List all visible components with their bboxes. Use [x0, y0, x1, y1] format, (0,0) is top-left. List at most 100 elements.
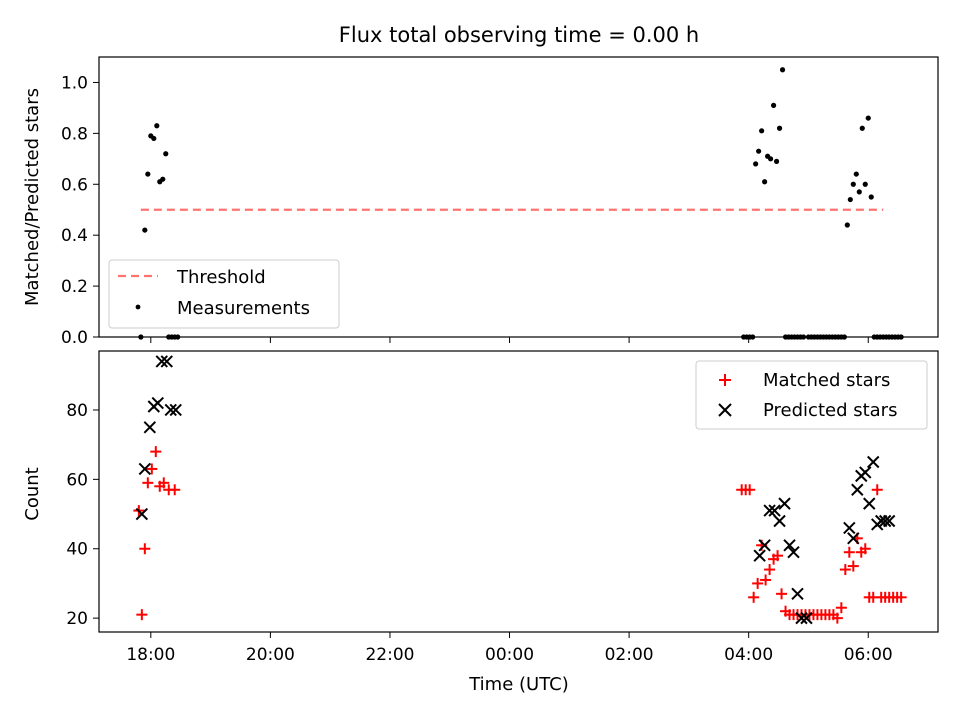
predicted-point: [859, 466, 872, 479]
top-y-tick-label: 0.2: [61, 277, 88, 297]
measurement-point: [762, 179, 768, 185]
predicted-point: [138, 462, 152, 476]
bottom-y-tick-label: 20: [66, 609, 88, 629]
measurement-point: [756, 148, 762, 154]
bottom-legend-box: [695, 360, 928, 430]
predicted-point: [863, 497, 876, 510]
top-y-tick-label: 0.6: [61, 175, 88, 195]
predicted-point: [758, 539, 771, 552]
top-y-tick-label: 0.4: [61, 226, 88, 246]
predicted-point: [878, 514, 892, 528]
measurement-point: [844, 222, 850, 228]
measurement-point: [776, 125, 783, 131]
matched-point: [748, 591, 760, 603]
predicted-point: [768, 504, 781, 517]
predicted-point: [783, 539, 796, 552]
legend-matched-swatch: [719, 374, 731, 386]
measurement-point: [847, 196, 853, 203]
matched-point: [744, 484, 756, 496]
matched-point: [776, 588, 788, 600]
bottom-y-tick-label: 40: [66, 540, 88, 560]
x-tick-label: 22:00: [365, 645, 414, 665]
legend-threshold-label: Threshold: [176, 267, 266, 288]
predicted-point: [164, 403, 177, 417]
measurement-point: [853, 171, 859, 177]
top-legend-box: [108, 259, 340, 329]
top-y-axis-label: Matched/Predicted stars: [22, 88, 43, 306]
x-tick-label: 06:00: [844, 645, 893, 665]
legend-measurements-swatch: [135, 304, 141, 310]
predicted-point: [851, 483, 864, 496]
matched-point: [139, 543, 151, 555]
bottom-panel: 20 40 60 80 18:00 20:00 22:00 00:00 02:00 04:00 06…: [22, 350, 939, 695]
matched-point: [764, 564, 776, 576]
measurement-point: [175, 334, 181, 340]
bottom-y-axis-label: Count: [22, 467, 43, 520]
chart-title: Flux total observing time = 0.00 h: [339, 23, 699, 47]
bottom-plot-area: [98, 350, 939, 633]
x-tick-label: 18:00: [126, 645, 175, 665]
bottom-y-tick-label: 60: [66, 470, 88, 490]
matched-point: [158, 477, 170, 489]
measurement-point: [773, 158, 780, 164]
measurement-point: [850, 181, 856, 187]
bottom-data-marks: [133, 355, 907, 625]
top-panel: 0.0 0.2 0.4 0.6 0.8 1.0 Matched/Predicted sta…: [22, 56, 939, 348]
measurement-point: [750, 334, 756, 340]
predicted-point: [753, 549, 766, 562]
matched-point: [871, 484, 883, 496]
measurement-point: [841, 334, 847, 340]
measurement-point: [898, 334, 904, 340]
measurement-point: [142, 227, 148, 233]
top-legend: Threshold Measurements: [108, 259, 340, 329]
predicted-point: [791, 587, 804, 601]
top-axis-ticks: 0.0 0.2 0.4 0.6 0.8 1.0: [61, 73, 869, 348]
x-tick-label: 00:00: [485, 645, 534, 665]
measurement-point: [160, 176, 166, 182]
x-tick-label: 04:00: [724, 645, 773, 665]
matched-point: [843, 546, 855, 558]
predicted-point: [800, 611, 813, 625]
matched-point: [142, 477, 154, 489]
measurement-point: [154, 123, 160, 129]
legend-measurements-label: Measurements: [177, 298, 310, 319]
matched-point: [859, 543, 871, 555]
predicted-point: [882, 514, 896, 528]
measurement-point: [865, 115, 871, 121]
predicted-point: [847, 532, 860, 545]
x-tick-label: 20:00: [246, 645, 295, 665]
matched-point: [150, 446, 162, 458]
predicted-point: [151, 396, 164, 410]
legend-predicted-label: Predicted stars: [763, 400, 897, 421]
matched-point: [835, 602, 847, 614]
predicted-point: [135, 507, 149, 521]
top-y-tick-label: 0.8: [61, 124, 88, 144]
top-y-tick-label: 1.0: [61, 73, 88, 93]
predicted-point: [160, 355, 173, 368]
predicted-point: [763, 504, 776, 517]
measurement-point: [859, 125, 865, 131]
matched-point: [831, 612, 843, 624]
legend-predicted-swatch: [718, 403, 732, 417]
measurement-point: [767, 156, 774, 162]
predicted-point: [867, 455, 880, 469]
measurement-point: [862, 181, 868, 187]
measurement-point: [138, 334, 144, 340]
predicted-point: [843, 521, 856, 535]
measurement-point: [856, 189, 862, 195]
bottom-axis-ticks: 20 40 60 80 18:00 20:00 22:00 00:00 02:00 04:00 06…: [66, 401, 892, 665]
measurement-point: [145, 171, 151, 177]
matched-point: [895, 591, 907, 603]
measurement-point: [770, 102, 777, 108]
matched-point: [169, 484, 181, 496]
matched-point: [146, 463, 158, 475]
measurement-point: [151, 135, 157, 142]
predicted-point: [778, 497, 791, 510]
bottom-y-tick-label: 80: [66, 401, 88, 421]
predicted-point: [773, 514, 786, 528]
matched-point: [760, 574, 772, 586]
top-y-tick-label: 0.0: [61, 328, 88, 348]
matched-point: [752, 577, 764, 589]
bottom-legend: Matched stars Predicted stars: [695, 360, 928, 430]
